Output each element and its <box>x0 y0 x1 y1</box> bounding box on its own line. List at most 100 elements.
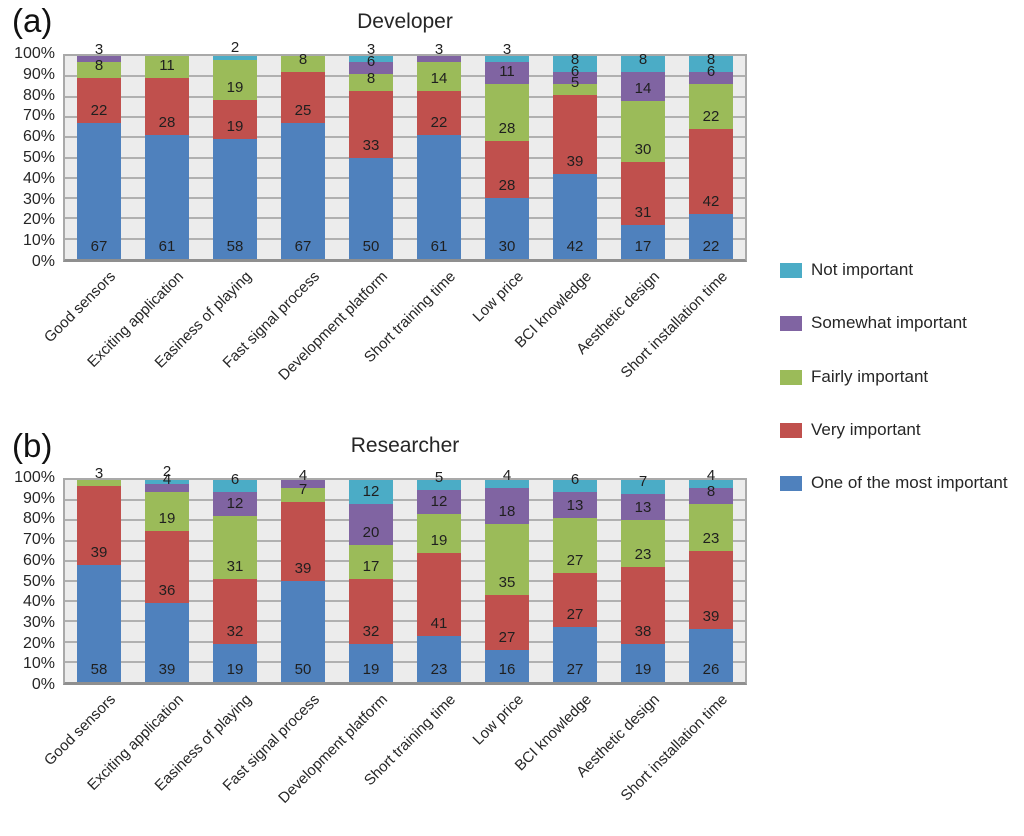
legend-item: Very important <box>780 420 921 440</box>
gridline <box>65 176 745 179</box>
bar-segment <box>417 62 461 91</box>
bar-segment-label: 4 <box>162 471 172 489</box>
legend-swatch <box>780 262 802 278</box>
bar-segment <box>553 84 597 95</box>
bar-segment-label: 17 <box>634 238 652 255</box>
bar-segment <box>621 566 665 644</box>
bar-segment-label: 26 <box>702 661 720 678</box>
bar-segment <box>145 484 189 493</box>
bar-segment-label: 33 <box>362 136 380 154</box>
bar-segment <box>553 56 597 73</box>
gridline <box>65 600 745 603</box>
y-axis-tick-label: 0% <box>31 253 55 270</box>
category-axis-label: Development platform <box>275 691 392 807</box>
bar-segment-label: 18 <box>498 503 516 521</box>
bar-segment <box>349 504 393 545</box>
category-axis-label: BCI knowledge <box>511 691 596 775</box>
bar-segment <box>621 161 665 225</box>
bar-segment <box>553 627 597 682</box>
bar-segment-label: 22 <box>430 114 448 132</box>
bar-segment-label: 12 <box>362 483 380 501</box>
bar-segment <box>417 635 461 682</box>
bar-segment-label: 8 <box>638 51 648 69</box>
bar-segment <box>553 480 597 493</box>
bar-segment <box>77 78 121 123</box>
bar-segment-label: 13 <box>566 497 584 515</box>
bar-segment-label: 6 <box>230 471 240 489</box>
bar-segment <box>417 490 461 515</box>
panel-label-b: (b) <box>12 427 53 464</box>
bar-segment-label: 6 <box>706 63 716 81</box>
bar-segment-label: 8 <box>570 51 580 69</box>
bar-segment-label: 19 <box>226 117 244 135</box>
chart-title-developer: Developer <box>357 10 453 33</box>
bar-segment-label: 23 <box>634 545 652 563</box>
bar-segment-label: 19 <box>430 531 448 549</box>
bar-segment <box>213 516 257 579</box>
bar-segment <box>485 649 529 682</box>
bar-segment-label: 11 <box>499 63 515 81</box>
bar-segment <box>77 564 121 682</box>
bar-segment <box>621 72 665 101</box>
bar-segment-label: 11 <box>159 57 175 75</box>
bar-segment-label: 20 <box>362 523 380 541</box>
y-axis-tick-label: 40% <box>22 169 55 187</box>
bar-segment-label: 27 <box>566 661 584 678</box>
bar-segment-label: 36 <box>158 582 176 600</box>
bar-segment <box>689 504 733 551</box>
plot-area: 58 39 3 39 36 19 4 2 19 32 31 12 6 50 39 7 4 19 32 17 20 12 23… <box>63 464 747 685</box>
bar-segment <box>417 90 461 136</box>
category-axis-label: Low price <box>469 268 528 326</box>
y-axis-tick-label: 30% <box>22 613 55 631</box>
bar-segment <box>485 480 529 489</box>
y-axis-tick-label: 60% <box>22 128 55 146</box>
bar-segment-label: 67 <box>90 238 108 255</box>
legend-label: One of the most important <box>811 473 1008 492</box>
bar-segment <box>281 123 325 259</box>
bar-segment <box>689 629 733 682</box>
bar-segment <box>485 56 529 63</box>
bar-segment-label: 17 <box>362 557 380 575</box>
bar-segment-label: 3 <box>502 41 512 59</box>
gridline <box>65 580 745 582</box>
bar-segment <box>485 84 529 142</box>
bar-segment <box>77 56 121 63</box>
category-axis-label: Short training time <box>360 691 460 790</box>
bar-segment-label: 39 <box>566 152 584 170</box>
gridline <box>65 519 745 522</box>
bar-segment <box>621 480 665 495</box>
bar-segment-label: 14 <box>634 79 652 97</box>
legend: Not important Somewhat important Fairly im… <box>780 0 1020 836</box>
bar-segment <box>621 494 665 521</box>
y-axis-tick-label: 20% <box>22 634 55 652</box>
bar-segment <box>145 78 189 136</box>
bar-segment-label: 42 <box>702 193 720 211</box>
bar-segment <box>349 56 393 63</box>
bar-segment <box>77 123 121 259</box>
category-axis-label: Easiness of playing <box>151 691 256 795</box>
bar-segment-label: 30 <box>498 238 516 255</box>
bar-segment <box>485 524 529 596</box>
bar-segment <box>213 56 257 61</box>
bar-segment-label: 12 <box>226 495 244 513</box>
bar-segment-label: 16 <box>498 661 516 678</box>
y-axis-tick-label: 40% <box>22 593 55 611</box>
y-axis-tick-label: 60% <box>22 551 55 569</box>
bar-segment <box>213 579 257 644</box>
legend-item: Not important <box>780 260 913 280</box>
bar-segment <box>689 488 733 505</box>
legend-label: Somewhat important <box>811 313 967 332</box>
bar-segment <box>621 643 665 682</box>
bar-segment-label: 58 <box>226 238 244 255</box>
bar-segment <box>281 502 325 581</box>
bar-segment-label: 39 <box>90 543 108 561</box>
bar-segment-label: 61 <box>430 238 448 255</box>
y-axis-tick-label: 50% <box>22 572 55 590</box>
category-axis-label: Fast signal process <box>219 691 324 795</box>
bar-segment-label: 23 <box>430 661 448 678</box>
category-axis-label: Exciting application <box>84 691 188 794</box>
category-axis-label: Aesthetic design <box>573 691 664 781</box>
bar-segment-label: 8 <box>366 69 376 87</box>
gridline <box>65 539 745 542</box>
bar-segment-label: 28 <box>158 114 176 132</box>
